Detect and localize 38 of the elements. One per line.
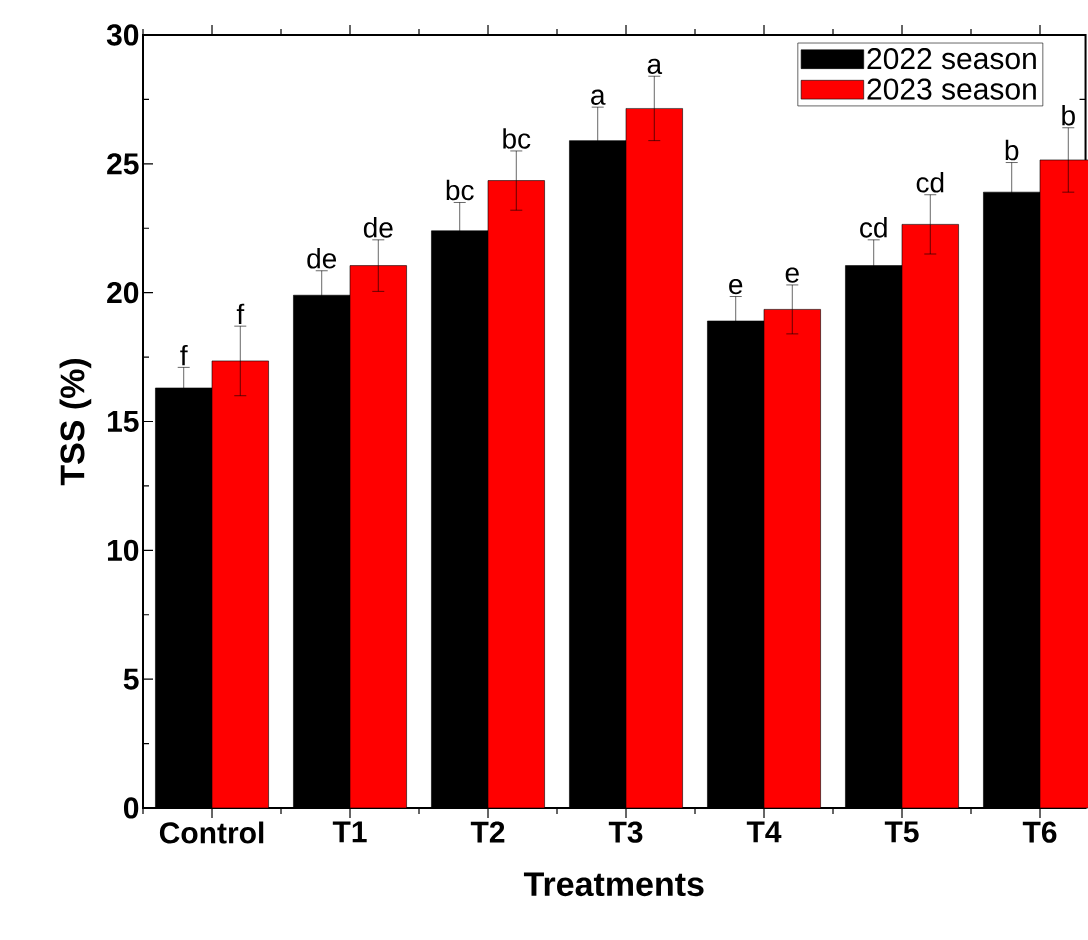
data-label: cd: [860, 217, 887, 238]
x-tick-label: T6: [1022, 821, 1057, 843]
data-label: b: [1062, 105, 1075, 126]
x-tick-label: T1: [332, 821, 367, 843]
data-label: e: [785, 267, 799, 283]
y-axis-title: TSS (%): [59, 358, 92, 486]
x-axis-title: Treatments: [523, 872, 704, 897]
y-tick-label: 20: [107, 282, 139, 304]
x-tick-label: T4: [746, 821, 782, 843]
data-label: e: [729, 278, 743, 295]
data-label: f: [180, 344, 188, 366]
data-label: a: [647, 58, 663, 75]
data-label: b: [1005, 139, 1019, 161]
bar: [211, 360, 269, 809]
data-label: bc: [446, 179, 474, 201]
y-tick-label: 25: [107, 153, 139, 175]
bar: [349, 265, 407, 809]
y-tick-label: 15: [107, 411, 139, 432]
y-tick-label: 0: [123, 797, 139, 819]
data-label: de: [307, 248, 337, 269]
x-tick-label: T5: [884, 821, 919, 843]
y-tick-label: 5: [123, 668, 139, 690]
x-tick-label: T2: [470, 821, 505, 843]
bar: [487, 180, 545, 809]
legend-label: 2023 season: [867, 78, 1036, 100]
data-label: bc: [503, 128, 531, 149]
data-label: a: [591, 89, 606, 105]
y-tick-label: 30: [106, 24, 139, 46]
data-label: f: [236, 303, 245, 324]
x-tick-label: T3: [608, 821, 643, 843]
bar: [763, 309, 821, 809]
x-tick-label: Control: [159, 821, 264, 844]
bar: [901, 224, 959, 809]
bar: [625, 108, 683, 809]
legend-label: 2022 season: [867, 48, 1036, 70]
data-label: de: [363, 217, 393, 238]
y-tick-label: 10: [107, 539, 139, 561]
data-label: cd: [916, 171, 944, 193]
